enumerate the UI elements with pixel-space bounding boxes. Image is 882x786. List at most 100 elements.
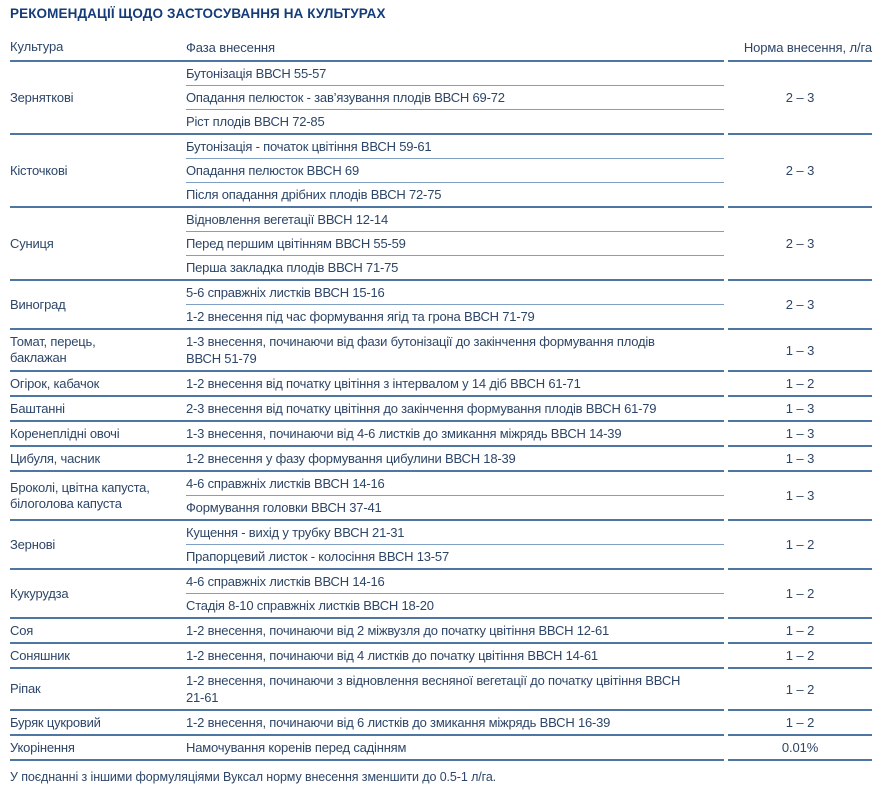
phase-list: 2-3 внесення від початку цвітіння до зак… [186,397,724,420]
rate-cell: 1 – 2 [728,619,872,644]
culture-label: Цибуля, часник [10,450,100,466]
phase-list: Відновлення вегетації ВВСН 12-14 Перед п… [186,208,724,279]
culture-cell: Зернові [10,521,186,568]
culture-label: Огірок, кабачок [10,375,100,391]
rate-cell: 1 – 2 [728,372,872,397]
phase-list: Бутонізація - початок цвітіння ВВСН 59-6… [186,135,724,206]
phase-cell: Бутонізація - початок цвітіння ВВСН 59-6… [186,135,724,159]
phase-cell: 1-2 внесення, починаючи з відновлення ве… [186,669,724,709]
phase-cell: 1-2 внесення під час формування ягід та … [186,305,724,328]
rate-cell: 1 – 2 [728,570,872,619]
culture-label: Томат, перець, баклажан [10,334,96,365]
culture-label: Кукурудза [10,585,69,601]
phase-label: Стадія 8-10 справжніх листків ВВСН 18-20 [186,598,434,613]
phase-label: 1-2 внесення, починаючи від 6 листків до… [186,715,611,730]
phase-label: 4-6 справжніх листків ВВСН 14-16 [186,574,385,589]
table-row: Броколі, цвітна капуста, білоголова капу… [10,472,872,521]
phase-list: 4-6 справжніх листків ВВСН 14-16 Стадія … [186,570,724,617]
phase-label: 5-6 справжніх листків ВВСН 15-16 [186,285,385,300]
table-row: Кісточкові Бутонізація - початок цвітінн… [10,135,872,208]
rate-cell: 2 – 3 [728,208,872,281]
phase-label: 1-3 внесення, починаючи від фази бутоніз… [186,334,655,366]
culture-cell: Виноград [10,281,186,328]
table-body: Зерняткові Бутонізація ВВСН 55-57 Опадан… [10,62,872,761]
phase-label: 1-2 внесення, починаючи від 4 листків до… [186,648,598,663]
phase-list: 1-2 внесення від початку цвітіння з інте… [186,372,724,395]
phase-list: 1-2 внесення у фазу формування цибулини … [186,447,724,470]
culture-cell: Кісточкові [10,135,186,206]
phase-label: 1-2 внесення у фазу формування цибулини … [186,451,516,466]
table-row: Цибуля, часник 1-2 внесення у фазу форму… [10,447,872,472]
table-row: Коренеплідні овочі 1-3 внесення, починаю… [10,422,872,447]
culture-cell: Соняшник [10,644,186,667]
table-row: Огірок, кабачок 1-2 внесення від початку… [10,372,872,397]
phase-label: Бутонізація - початок цвітіння ВВСН 59-6… [186,139,432,154]
culture-cell: Огірок, кабачок [10,372,186,395]
rate-cell: 2 – 3 [728,62,872,135]
phase-label: Кущення - вихід у трубку ВВСН 21-31 [186,525,405,540]
culture-cell: Суниця [10,208,186,279]
phase-list: 1-2 внесення, починаючи від 2 міжвузля д… [186,619,724,642]
culture-label: Коренеплідні овочі [10,425,120,441]
table-header-row: Культура Фаза внесення Норма внесення, л… [10,33,872,62]
table-row: Укорінення Намочування коренів перед сад… [10,736,872,761]
phase-label: 2-3 внесення від початку цвітіння до зак… [186,401,657,416]
phase-list: 4-6 справжніх листків ВВСН 14-16 Формува… [186,472,724,519]
phase-cell: Кущення - вихід у трубку ВВСН 21-31 [186,521,724,545]
phase-list: 1-2 внесення, починаючи від 4 листків до… [186,644,724,667]
culture-cell: Ріпак [10,669,186,709]
table-row: Кукурудза 4-6 справжніх листків ВВСН 14-… [10,570,872,619]
culture-label: Виноград [10,296,66,312]
phase-cell: 1-2 внесення, починаючи від 2 міжвузля д… [186,619,724,642]
phase-label: 4-6 справжніх листків ВВСН 14-16 [186,476,385,491]
culture-label: Зернові [10,536,56,552]
phase-list: 5-6 справжніх листків ВВСН 15-16 1-2 вне… [186,281,724,328]
phase-label: Ріст плодів ВВСН 72-85 [186,114,325,129]
phase-label: Формування головки ВВСН 37-41 [186,500,382,515]
culture-cell: Баштанні [10,397,186,420]
phase-label: Відновлення вегетації ВВСН 12-14 [186,212,388,227]
culture-label: Соя [10,622,34,638]
table-row: Соя 1-2 внесення, починаючи від 2 міжвуз… [10,619,872,644]
phase-list: 1-3 внесення, починаючи від фази бутоніз… [186,330,724,370]
culture-cell: Буряк цукровий [10,711,186,734]
phase-label: Перед першим цвітінням ВВСН 55-59 [186,236,406,251]
phase-list: Кущення - вихід у трубку ВВСН 21-31 Прап… [186,521,724,568]
culture-cell: Зерняткові [10,62,186,133]
phase-cell: 1-2 внесення від початку цвітіння з інте… [186,372,724,395]
culture-label: Ріпак [10,681,41,696]
column-header-rate: Норма внесення, л/га [728,33,872,62]
phase-cell: 4-6 справжніх листків ВВСН 14-16 [186,570,724,594]
phase-cell: Бутонізація ВВСН 55-57 [186,62,724,86]
phase-cell: 1-2 внесення, починаючи від 4 листків до… [186,644,724,667]
table-row: Суниця Відновлення вегетації ВВСН 12-14 … [10,208,872,281]
phase-cell: 1-2 внесення, починаючи від 6 листків до… [186,711,724,734]
culture-label: Соняшник [10,647,70,663]
culture-label: Баштанні [10,400,65,416]
column-header-phase: Фаза внесення [186,39,275,55]
phase-cell: 1-3 внесення, починаючи від 4-6 листків … [186,422,724,445]
phase-label: 1-2 внесення, починаючи з відновлення ве… [186,673,681,705]
phase-label: Перша закладка плодів ВВСН 71-75 [186,260,399,275]
culture-label: Суниця [10,235,54,251]
phase-label: Бутонізація ВВСН 55-57 [186,66,327,81]
phase-cell: Опадання пелюсток ВВСН 69 [186,159,724,183]
culture-cell: Укорінення [10,736,186,759]
phase-cell: Відновлення вегетації ВВСН 12-14 [186,208,724,232]
phase-label: Намочування коренів перед садінням [186,740,407,755]
phase-cell: 1-3 внесення, починаючи від фази бутоніз… [186,330,724,370]
table-row: Баштанні 2-3 внесення від початку цвітін… [10,397,872,422]
phase-cell: Намочування коренів перед садінням [186,736,724,759]
culture-cell: Соя [10,619,186,642]
culture-cell: Томат, перець, баклажан [10,330,186,370]
phase-label: 1-2 внесення під час формування ягід та … [186,309,535,324]
column-header-culture: Культура [10,39,64,54]
footnote: У поєднанні з іншими формуляціями Вуксал… [10,770,497,784]
phase-cell: Перед першим цвітінням ВВСН 55-59 [186,232,724,256]
rate-cell: 1 – 3 [728,447,872,472]
table-row: Виноград 5-6 справжніх листків ВВСН 15-1… [10,281,872,330]
rate-cell: 1 – 2 [728,521,872,570]
culture-cell: Кукурудза [10,570,186,617]
table-row: Ріпак 1-2 внесення, починаючи з відновле… [10,669,872,711]
